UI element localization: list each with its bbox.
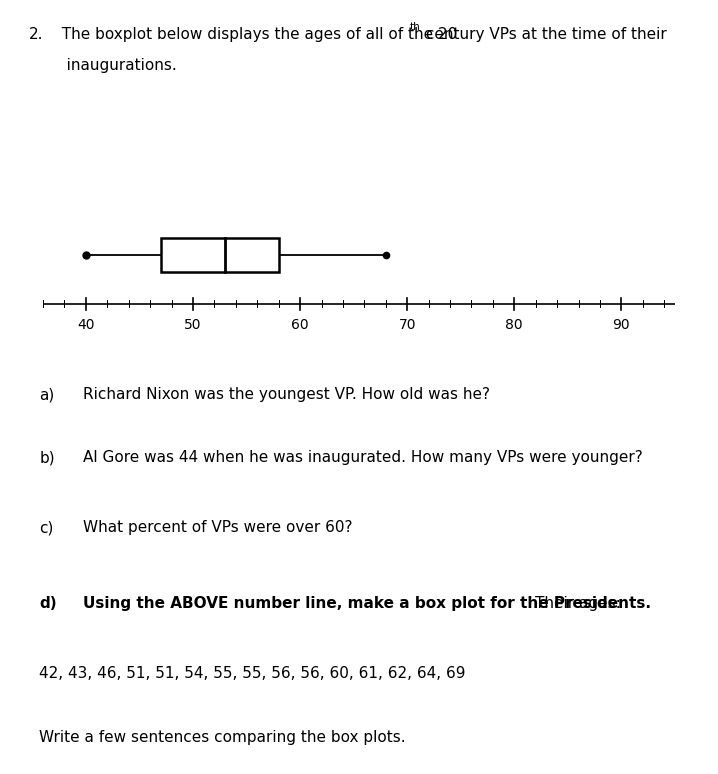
Text: Write a few sentences comparing the box plots.: Write a few sentences comparing the box … [39, 730, 406, 745]
Text: Their ages:: Their ages: [535, 597, 620, 611]
Text: century VPs at the time of their: century VPs at the time of their [421, 27, 667, 42]
Text: Al Gore was 44 when he was inaugurated. How many VPs were younger?: Al Gore was 44 when he was inaugurated. … [83, 450, 643, 465]
Text: 40: 40 [77, 318, 95, 332]
Text: b): b) [39, 450, 55, 465]
Text: c): c) [39, 520, 54, 536]
Text: The boxplot below displays the ages of all of the 20: The boxplot below displays the ages of a… [52, 27, 457, 42]
Text: 2.: 2. [29, 27, 43, 42]
Text: d): d) [39, 597, 57, 611]
Text: 60: 60 [292, 318, 309, 332]
Text: Using the ABOVE number line, make a box plot for the Presidents.: Using the ABOVE number line, make a box … [83, 597, 651, 611]
Text: What percent of VPs were over 60?: What percent of VPs were over 60? [83, 520, 352, 536]
Text: th: th [409, 22, 420, 33]
Text: a): a) [39, 387, 55, 402]
Bar [161, 238, 279, 272]
Text: 50: 50 [185, 318, 202, 332]
Text: Richard Nixon was the youngest VP. How old was he?: Richard Nixon was the youngest VP. How o… [83, 387, 490, 402]
Text: 80: 80 [505, 318, 523, 332]
Text: inaugurations.: inaugurations. [52, 58, 177, 73]
Text: 90: 90 [612, 318, 630, 332]
Text: 42, 43, 46, 51, 51, 54, 55, 55, 56, 56, 60, 61, 62, 64, 69: 42, 43, 46, 51, 51, 54, 55, 55, 56, 56, … [39, 666, 466, 681]
Text: 70: 70 [398, 318, 416, 332]
